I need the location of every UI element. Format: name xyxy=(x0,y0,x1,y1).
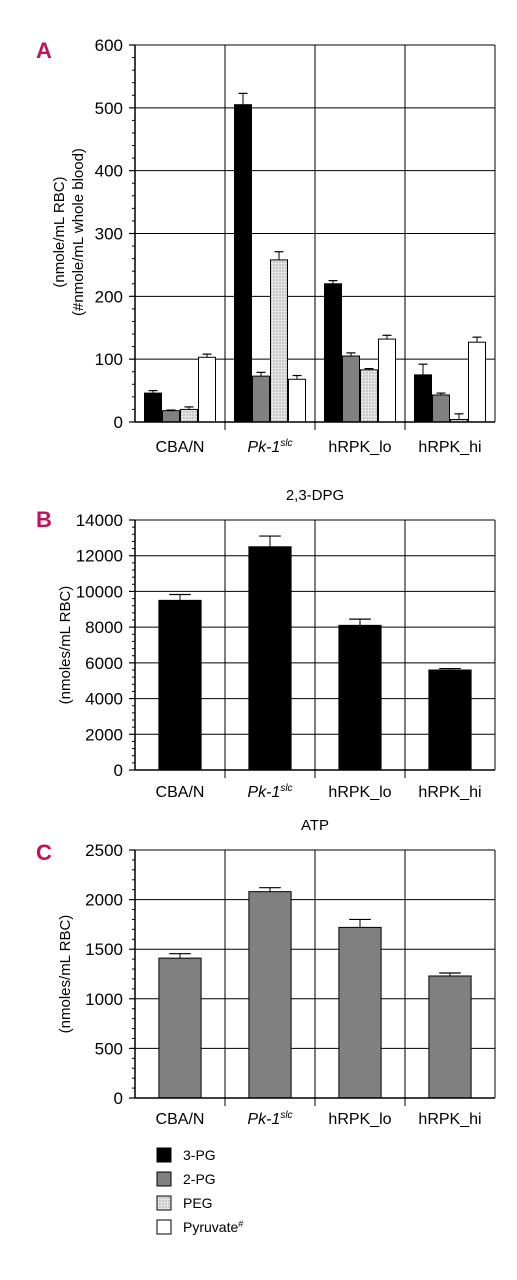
bar-peg-1 xyxy=(180,408,198,423)
tick-label: 400 xyxy=(95,162,123,181)
category-label: Pk-1slc xyxy=(247,1110,292,1128)
category-label: CBA/N xyxy=(156,439,205,456)
bar-2-3-dpg-2 xyxy=(248,546,292,771)
tick-label: 0 xyxy=(114,1089,123,1108)
panel-title: ATP xyxy=(301,817,329,834)
category-label: hRPK_hi xyxy=(418,439,481,456)
tick-label: 1000 xyxy=(85,990,123,1009)
bar-3-pg-3 xyxy=(324,283,342,423)
category-label: Pk-1slc xyxy=(247,438,292,456)
tick-label: 2500 xyxy=(85,841,123,860)
tick-label: 600 xyxy=(95,36,123,55)
legend-label: Pyruvate# xyxy=(183,1219,243,1235)
tick-label: 4000 xyxy=(85,690,123,709)
bar-2-3-dpg-3 xyxy=(338,624,382,771)
bar-2-3-dpg-4 xyxy=(428,669,472,771)
panel-a: A 0 100 200 300 400 500 600 CBA/N Pk-1slc hRPK_lo h… xyxy=(36,36,496,456)
tick-label: 2000 xyxy=(85,891,123,910)
bar-3-pg-4 xyxy=(414,374,432,423)
tick-label: 6000 xyxy=(85,654,123,673)
category-label: hRPK_lo xyxy=(328,1111,391,1128)
category-label: CBA/N xyxy=(156,1111,205,1128)
y-axis-title: (nmoles/mL RBC) xyxy=(57,586,74,705)
legend-swatch xyxy=(156,1195,172,1211)
tick-label: 10000 xyxy=(76,582,123,601)
bar-3-pg-1 xyxy=(144,392,162,423)
panel-letter-c: C xyxy=(36,840,52,865)
legend: 3-PG 2-PG PEG Pyruvate# xyxy=(156,1147,243,1235)
tick-label: 100 xyxy=(95,350,123,369)
bar-pyruvate-4 xyxy=(468,341,486,423)
legend-label: 2-PG xyxy=(183,1171,216,1187)
bar-atp-1 xyxy=(158,957,202,1099)
bar-pyruvate-3 xyxy=(378,338,396,423)
bar-2-pg-3 xyxy=(342,355,360,423)
tick-label: 8000 xyxy=(85,618,123,637)
tick-label: 1500 xyxy=(85,940,123,959)
bar-2-pg-2 xyxy=(252,375,270,423)
panel-letter-a: A xyxy=(36,38,52,63)
category-label: Pk-1slc xyxy=(247,783,292,801)
legend-swatch xyxy=(156,1171,172,1187)
tick-label: 14000 xyxy=(76,511,123,530)
y-axis-title-secondary: (#nmole/mL whole blood) xyxy=(70,148,87,316)
category-label: hRPK_hi xyxy=(418,784,481,801)
legend-label: PEG xyxy=(183,1195,213,1211)
panel-c: C ATP 0 500 1000 1500 2000 2500 CBA/N Pk-1slc hRPK… xyxy=(36,817,496,1128)
bar-2-pg-4 xyxy=(432,394,450,423)
bar-3-pg-2 xyxy=(234,104,252,423)
bar-pyruvate-1 xyxy=(198,356,216,423)
bar-2-3-dpg-1 xyxy=(158,599,202,771)
panel-title: 2,3-DPG xyxy=(286,487,344,504)
legend-label: 3-PG xyxy=(183,1147,216,1163)
y-axis-title: (nmole/mL RBC) xyxy=(51,176,68,287)
tick-label: 200 xyxy=(95,287,123,306)
bar-atp-4 xyxy=(428,975,472,1099)
tick-label: 500 xyxy=(95,99,123,118)
category-label: hRPK_hi xyxy=(418,1111,481,1128)
bar-atp-2 xyxy=(248,891,292,1099)
y-axis-title: (nmoles/mL RBC) xyxy=(57,915,74,1034)
bar-2-pg-1 xyxy=(162,410,180,423)
category-label: hRPK_lo xyxy=(328,439,391,456)
legend-swatch xyxy=(156,1147,172,1163)
bar-peg-3 xyxy=(360,369,378,423)
bar-atp-3 xyxy=(338,926,382,1099)
tick-label: 12000 xyxy=(76,547,123,566)
tick-label: 2000 xyxy=(85,725,123,744)
tick-label: 0 xyxy=(114,761,123,780)
tick-label: 0 xyxy=(114,413,123,432)
panel-letter-b: B xyxy=(36,507,52,532)
bar-peg-2 xyxy=(270,259,288,423)
tick-label: 500 xyxy=(95,1039,123,1058)
tick-label: 300 xyxy=(95,225,123,244)
panel-b: B 2,3-DPG 0 2000 4000 6000 8000 10000 12000 14000… xyxy=(36,487,496,801)
category-label: CBA/N xyxy=(156,784,205,801)
bar-pyruvate-2 xyxy=(288,378,306,423)
legend-swatch xyxy=(156,1219,172,1235)
category-label: hRPK_lo xyxy=(328,784,391,801)
